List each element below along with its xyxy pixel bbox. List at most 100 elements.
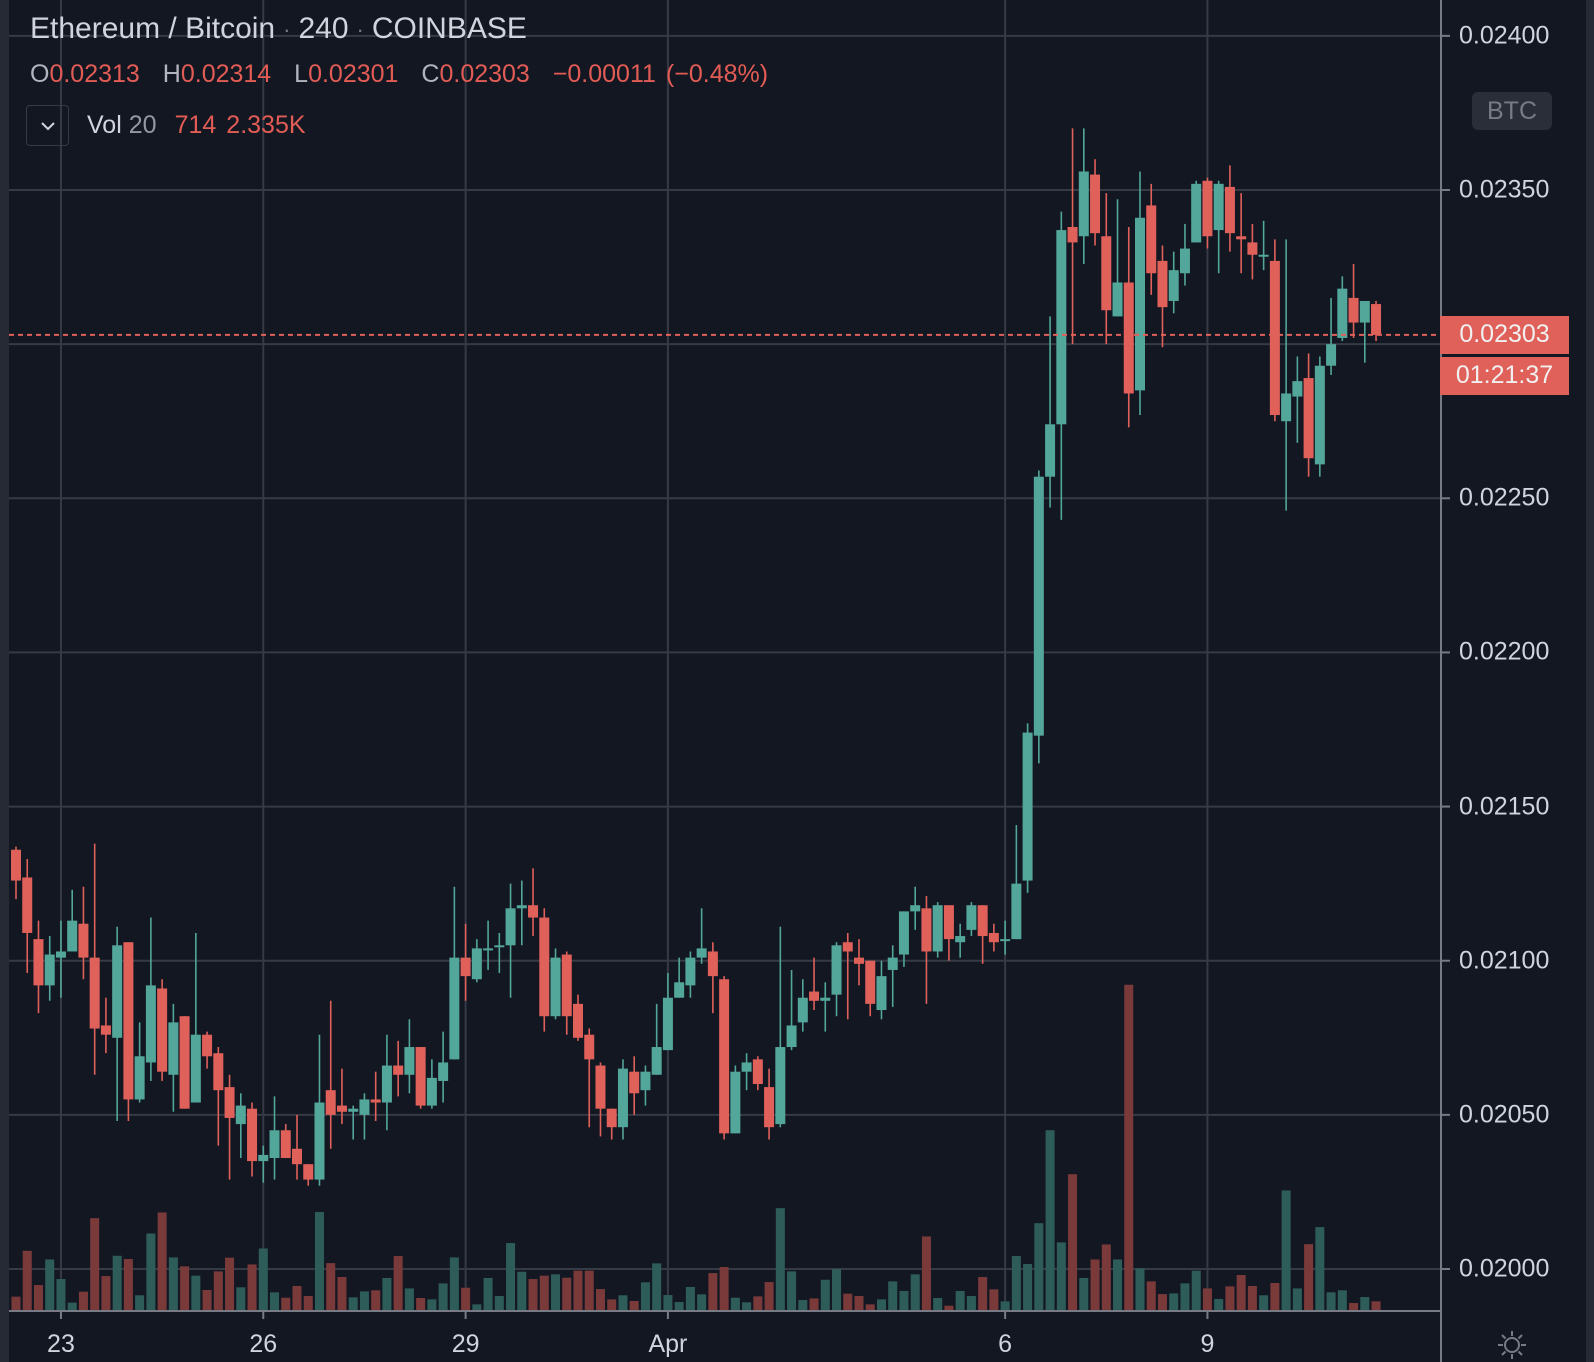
- candle[interactable]: [1090, 159, 1101, 246]
- candle[interactable]: [752, 1056, 763, 1091]
- candle[interactable]: [696, 908, 707, 964]
- candle[interactable]: [1067, 128, 1078, 345]
- candle[interactable]: [809, 957, 820, 1011]
- candle[interactable]: [202, 1031, 213, 1069]
- candle[interactable]: [730, 1065, 741, 1134]
- candle[interactable]: [348, 1105, 359, 1140]
- candle[interactable]: [460, 923, 471, 1001]
- candle[interactable]: [505, 883, 516, 998]
- candle[interactable]: [67, 889, 78, 952]
- candle[interactable]: [617, 1059, 628, 1140]
- candle[interactable]: [595, 1062, 606, 1137]
- candle[interactable]: [168, 1003, 179, 1112]
- candle[interactable]: [44, 936, 55, 1001]
- candle[interactable]: [865, 960, 876, 1017]
- candle[interactable]: [247, 1102, 258, 1177]
- candle[interactable]: [123, 942, 134, 1122]
- candle[interactable]: [224, 1074, 235, 1180]
- candle[interactable]: [426, 1059, 437, 1109]
- candle[interactable]: [1123, 226, 1134, 428]
- collapse-legend-button[interactable]: [26, 105, 69, 146]
- candle[interactable]: [741, 1053, 752, 1091]
- candle[interactable]: [550, 948, 561, 1020]
- candle[interactable]: [797, 979, 808, 1032]
- candle[interactable]: [1101, 193, 1112, 345]
- candle[interactable]: [1326, 297, 1337, 375]
- candle[interactable]: [943, 905, 954, 961]
- candle[interactable]: [1168, 251, 1179, 314]
- candle[interactable]: [1359, 300, 1370, 363]
- candle[interactable]: [910, 886, 921, 930]
- candle[interactable]: [280, 1124, 291, 1159]
- candle[interactable]: [786, 969, 797, 1051]
- candle[interactable]: [438, 1031, 449, 1103]
- candle[interactable]: [292, 1114, 302, 1180]
- candle[interactable]: [561, 951, 572, 1035]
- candle[interactable]: [1213, 180, 1224, 274]
- candle[interactable]: [1224, 165, 1235, 252]
- candle[interactable]: [134, 1022, 145, 1103]
- candle[interactable]: [539, 908, 550, 1032]
- candle[interactable]: [78, 886, 89, 980]
- candle[interactable]: [157, 979, 168, 1081]
- candle[interactable]: [674, 957, 685, 998]
- candle[interactable]: [190, 932, 201, 1103]
- candle[interactable]: [1011, 825, 1022, 940]
- candle[interactable]: [1281, 239, 1292, 511]
- candle[interactable]: [22, 858, 33, 974]
- candle[interactable]: [235, 1093, 246, 1159]
- candle[interactable]: [977, 905, 988, 964]
- candle[interactable]: [393, 1040, 404, 1097]
- candle[interactable]: [370, 1071, 381, 1122]
- candle[interactable]: [516, 880, 527, 946]
- candle[interactable]: [359, 1093, 370, 1140]
- candle[interactable]: [528, 868, 539, 937]
- candle[interactable]: [112, 926, 123, 1122]
- candle[interactable]: [303, 1164, 314, 1186]
- candle[interactable]: [1146, 183, 1157, 295]
- candle[interactable]: [1112, 199, 1123, 317]
- candle[interactable]: [1303, 353, 1314, 477]
- candle[interactable]: [89, 843, 100, 1075]
- candle[interactable]: [707, 942, 718, 1014]
- candle[interactable]: [269, 1096, 280, 1180]
- candle[interactable]: [258, 1145, 269, 1183]
- candle[interactable]: [1371, 300, 1382, 342]
- candle[interactable]: [494, 932, 505, 974]
- candle[interactable]: [640, 1065, 651, 1106]
- candle[interactable]: [1000, 920, 1011, 955]
- right-scrollbar[interactable]: [1586, 0, 1594, 1362]
- candle[interactable]: [764, 1068, 775, 1140]
- candle[interactable]: [842, 932, 853, 1020]
- candle[interactable]: [449, 886, 460, 1060]
- candle[interactable]: [966, 902, 977, 937]
- candle[interactable]: [1056, 211, 1067, 520]
- candle[interactable]: [1348, 263, 1359, 338]
- candle[interactable]: [145, 917, 156, 1081]
- symbol-legend[interactable]: Ethereum / Bitcoin · 240 · COINBASE: [30, 12, 527, 46]
- candle[interactable]: [775, 926, 786, 1128]
- candle[interactable]: [1236, 193, 1247, 274]
- candle[interactable]: [629, 1056, 640, 1115]
- candle[interactable]: [1269, 239, 1280, 422]
- candle[interactable]: [921, 895, 932, 1004]
- candle[interactable]: [415, 1047, 426, 1109]
- settings-gear-icon[interactable]: [1496, 1329, 1528, 1361]
- candle[interactable]: [651, 1003, 662, 1075]
- candle[interactable]: [606, 1108, 617, 1140]
- candle[interactable]: [1078, 128, 1089, 264]
- candle[interactable]: [719, 976, 730, 1140]
- candle[interactable]: [988, 923, 999, 952]
- candle[interactable]: [1202, 177, 1213, 249]
- candle[interactable]: [1292, 356, 1303, 443]
- candle[interactable]: [336, 1068, 347, 1125]
- candle[interactable]: [1337, 276, 1348, 342]
- candle[interactable]: [932, 902, 943, 958]
- candle[interactable]: [471, 939, 482, 983]
- candle[interactable]: [1045, 316, 1056, 508]
- candle[interactable]: [404, 1019, 415, 1094]
- currency-badge[interactable]: BTC: [1472, 92, 1552, 130]
- candle[interactable]: [820, 982, 831, 1032]
- candle[interactable]: [213, 1047, 224, 1146]
